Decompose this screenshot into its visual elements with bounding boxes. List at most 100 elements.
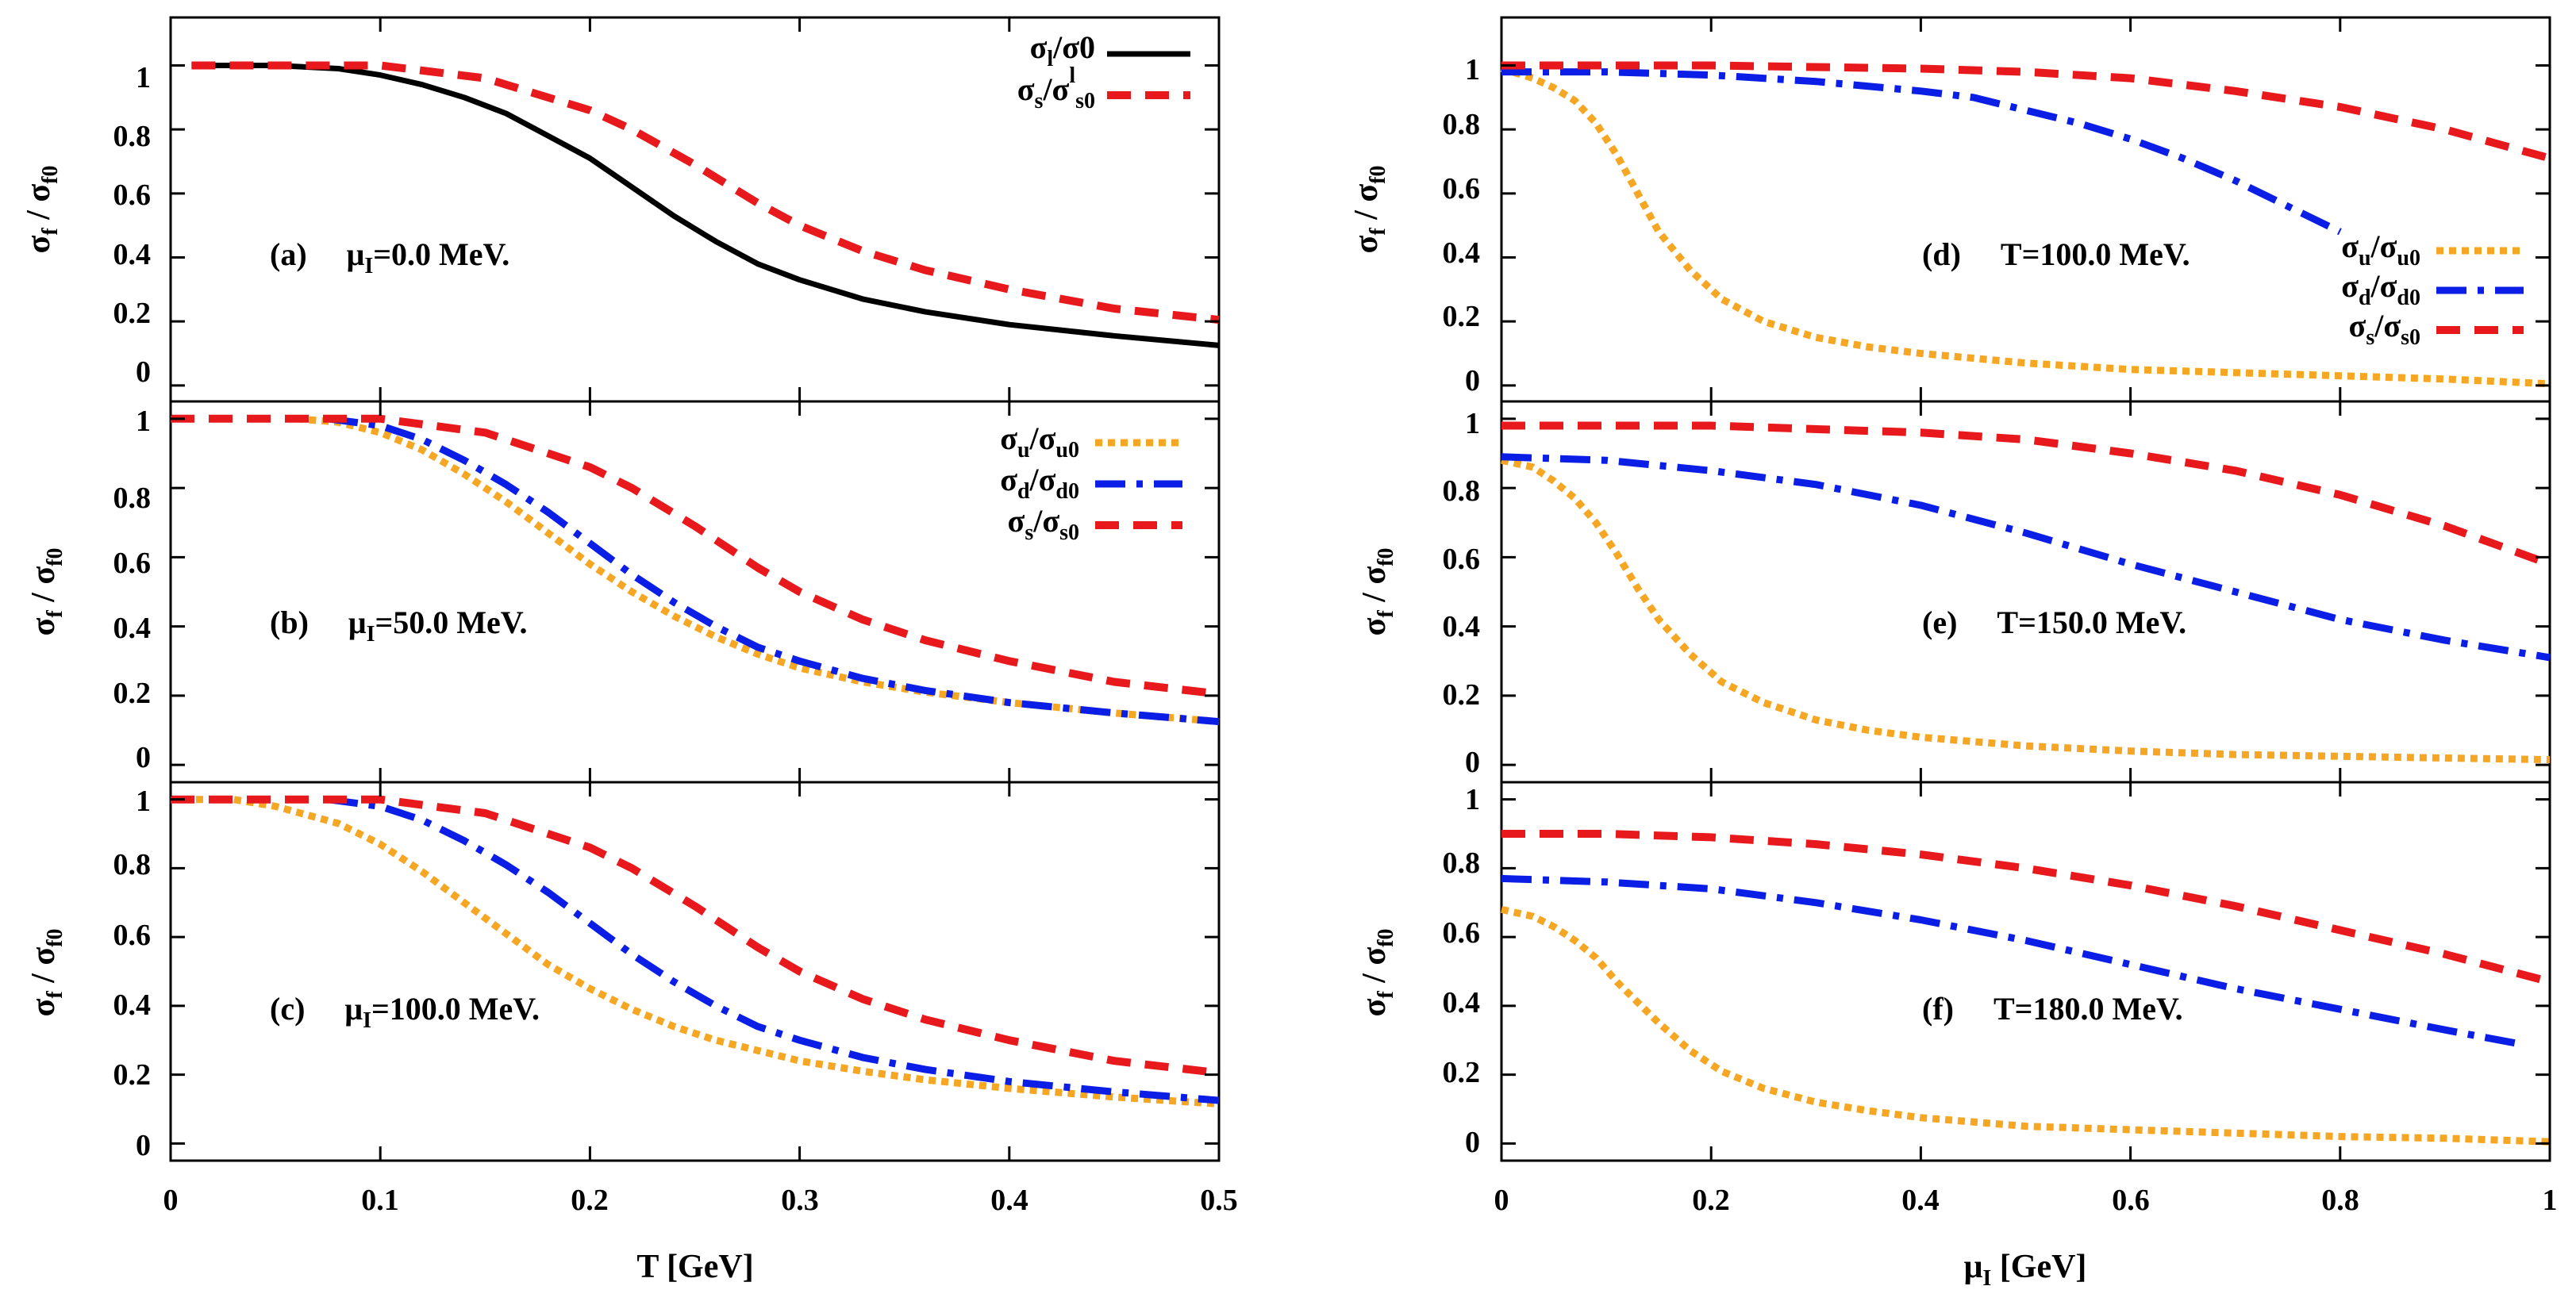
tickmarks-layer bbox=[169, 17, 2551, 1161]
panel-c-ytick-3: 0.6 bbox=[113, 919, 152, 952]
panel-c-ytick-5: 1 bbox=[136, 785, 151, 818]
panel-c-series-down bbox=[327, 796, 1220, 1104]
panel-e-frame bbox=[1500, 400, 2551, 784]
panel-f-ytick-5: 1 bbox=[1465, 783, 1480, 816]
panel-d-series-down bbox=[1501, 68, 2342, 236]
panel-c-yticks: 0 0.2 0.4 0.6 0.8 1 bbox=[113, 785, 152, 1162]
panel-d-legend-label-2: σs/σs0 bbox=[2349, 308, 2420, 350]
panel-f-ytick-0: 0 bbox=[1465, 1126, 1480, 1159]
panel-e-yticks: 0 0.2 0.4 0.6 0.8 1 bbox=[1443, 407, 1481, 779]
panel-f-frame bbox=[1500, 781, 2551, 1162]
panel-a-ytick-5: 1 bbox=[136, 61, 151, 94]
panel-e-ytick-4: 0.8 bbox=[1443, 474, 1481, 508]
panel-e-ytick-5: 1 bbox=[1465, 407, 1480, 440]
panel-d-annotation: (d) T=100.0 MeV. bbox=[1922, 236, 2190, 272]
panel-d-frame bbox=[1500, 16, 2551, 403]
panel-c-ytick-2: 0.4 bbox=[113, 988, 152, 1022]
right-xtick-2: 0.4 bbox=[1901, 1184, 1940, 1217]
panel-e: 0 0.2 0.4 0.6 0.8 1 σf / σf0 (e) T=150.0 … bbox=[1356, 400, 2551, 784]
panel-a-ylabel: σf / σf0 bbox=[21, 165, 63, 253]
right-xtick-1: 0.2 bbox=[1692, 1184, 1730, 1217]
panel-a-annotation: (a) μI=0.0 MeV. bbox=[270, 236, 509, 278]
panel-d-ytick-4: 0.8 bbox=[1443, 108, 1481, 141]
panel-f: 0 0.2 0.4 0.6 0.8 1 σf / σf0 (f) T=180.0 … bbox=[1356, 781, 2558, 1291]
panel-e-series-strange bbox=[1501, 421, 2551, 568]
panel-e-ytick-3: 0.6 bbox=[1443, 543, 1481, 576]
panel-f-ylabel: σf / σf0 bbox=[1356, 928, 1398, 1016]
panel-d-ytick-2: 0.4 bbox=[1443, 236, 1481, 270]
panel-c: 0 0.2 0.4 0.6 0.8 1 σf / σf0 (c) μI=100.0… bbox=[25, 781, 1238, 1285]
panel-b-legend: σu/σu0 σd/σd0 σs/σs0 bbox=[1000, 420, 1182, 545]
panel-c-ytick-0: 0 bbox=[136, 1129, 151, 1162]
panel-c-xticks: 0 0.1 0.2 0.3 0.4 0.5 bbox=[163, 1184, 1238, 1217]
panel-e-series-up bbox=[1501, 456, 2551, 764]
panel-a-legend-label-0: σl/σ0 bbox=[1030, 29, 1095, 71]
panel-a-ytick-0: 0 bbox=[136, 355, 151, 389]
panel-f-ytick-4: 0.8 bbox=[1443, 846, 1481, 880]
panel-d-yticks: 0 0.2 0.4 0.6 0.8 1 bbox=[1443, 53, 1481, 397]
left-xtick-4: 0.4 bbox=[990, 1184, 1028, 1217]
panel-b-yticks: 0 0.2 0.4 0.6 0.8 1 bbox=[113, 405, 152, 774]
curves-layer bbox=[171, 61, 2551, 1146]
panel-f-series-down bbox=[1501, 874, 2520, 1048]
panel-e-ylabel: σf / σf0 bbox=[1356, 547, 1398, 635]
panel-c-ylabel: σf / σf0 bbox=[25, 928, 67, 1016]
panel-a-legend: σl/σ0 σs/σls0 bbox=[1017, 29, 1190, 113]
panel-f-ytick-3: 0.6 bbox=[1443, 916, 1481, 950]
panel-f-yticks: 0 0.2 0.4 0.6 0.8 1 bbox=[1443, 783, 1481, 1159]
left-xtick-0: 0 bbox=[163, 1184, 179, 1217]
panel-b-ylabel: σf / σf0 bbox=[25, 547, 67, 635]
panel-b-legend-label-1: σd/σd0 bbox=[1000, 462, 1079, 504]
panel-f-xticks: 0 0.2 0.4 0.6 0.8 1 bbox=[1494, 1184, 2558, 1217]
panel-c-series-strange bbox=[171, 795, 1220, 1077]
panel-d-ytick-0: 0 bbox=[1465, 364, 1480, 397]
panel-d-legend: σu/σu0 σd/σd0 σs/σs0 bbox=[2341, 228, 2524, 350]
panel-b: 0 0.2 0.4 0.6 0.8 1 σf / σf0 (b) μI=50.0 … bbox=[25, 400, 1221, 784]
panel-d: 0 0.2 0.4 0.6 0.8 1 σf / σf0 (d) T=100.0 … bbox=[1348, 16, 2551, 403]
panel-b-ytick-0: 0 bbox=[136, 741, 151, 774]
panel-a-legend-label-1: σs/σls0 bbox=[1017, 63, 1095, 113]
panel-b-annotation: (b) μI=50.0 MeV. bbox=[270, 605, 528, 647]
panel-d-ytick-1: 0.2 bbox=[1443, 300, 1481, 333]
panel-d-ytick-3: 0.6 bbox=[1443, 172, 1481, 205]
panel-d-series-strange bbox=[1501, 61, 2551, 163]
panel-d-ytick-5: 1 bbox=[1465, 53, 1480, 86]
right-xtick-3: 0.6 bbox=[2112, 1184, 2150, 1217]
panel-c-series-up bbox=[171, 796, 1220, 1107]
panel-c-ytick-4: 0.8 bbox=[113, 848, 152, 881]
panel-f-series-up bbox=[1501, 906, 2551, 1146]
panel-a: 0 0.2 0.4 0.6 0.8 1 σf / σf0 (a) μI=0.0 M… bbox=[21, 16, 1221, 403]
panel-c-ytick-1: 0.2 bbox=[113, 1058, 152, 1092]
panel-c-frame bbox=[169, 781, 1221, 1162]
panel-e-annotation: (e) T=150.0 MeV. bbox=[1922, 605, 2186, 640]
right-xtick-0: 0 bbox=[1494, 1184, 1509, 1217]
panel-f-series-strange bbox=[1501, 830, 2551, 986]
panel-f-annotation: (f) T=180.0 MeV. bbox=[1922, 991, 2183, 1027]
panel-e-ytick-2: 0.4 bbox=[1443, 610, 1481, 643]
panel-b-ytick-2: 0.4 bbox=[113, 612, 152, 645]
panel-b-ytick-4: 0.8 bbox=[113, 482, 152, 515]
right-xtick-5: 1 bbox=[2543, 1184, 2558, 1217]
panel-b-series-up bbox=[296, 415, 1220, 726]
left-xtick-2: 0.2 bbox=[571, 1184, 609, 1217]
panel-a-ytick-4: 0.8 bbox=[113, 120, 152, 153]
panel-b-series-strange bbox=[171, 414, 1220, 698]
left-xlabel: T [GeV] bbox=[636, 1249, 753, 1285]
panel-a-ytick-2: 0.4 bbox=[113, 238, 152, 271]
panel-b-ytick-1: 0.2 bbox=[113, 677, 152, 710]
panel-d-legend-label-0: σu/σu0 bbox=[2341, 228, 2420, 271]
panel-b-ytick-5: 1 bbox=[136, 405, 151, 438]
panel-b-legend-label-0: σu/σu0 bbox=[1000, 420, 1079, 463]
panel-d-legend-label-1: σd/σd0 bbox=[2341, 268, 2420, 310]
panel-e-ytick-0: 0 bbox=[1465, 746, 1480, 779]
panel-e-series-down bbox=[1501, 453, 2551, 662]
left-xtick-1: 0.1 bbox=[361, 1184, 399, 1217]
panel-e-ytick-1: 0.2 bbox=[1443, 678, 1481, 712]
panel-a-series-light bbox=[191, 63, 1220, 348]
panel-d-ylabel: σf / σf0 bbox=[1348, 165, 1390, 253]
panel-a-ytick-3: 0.6 bbox=[113, 178, 152, 212]
panel-a-series-strange bbox=[191, 61, 1220, 324]
panel-c-annotation: (c) μI=100.0 MeV. bbox=[270, 991, 540, 1033]
left-xtick-3: 0.3 bbox=[781, 1184, 819, 1217]
